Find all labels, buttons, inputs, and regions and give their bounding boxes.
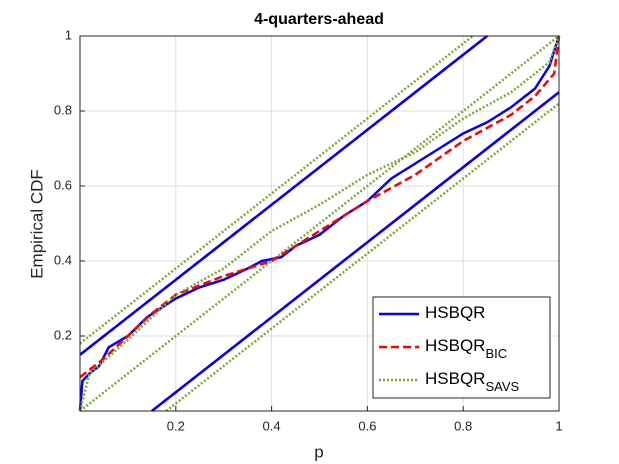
chart-title: 4-quarters-ahead xyxy=(254,11,384,28)
legend-label: HSBQRBIC xyxy=(425,336,507,361)
legend-label: HSBQRSAVS xyxy=(425,369,520,394)
y-axis-label: Empirical CDF xyxy=(27,169,46,279)
legend-label: HSBQR xyxy=(425,303,485,322)
y-tick-label: 0.6 xyxy=(54,177,72,192)
confidence-band xyxy=(79,35,488,356)
axes-box xyxy=(79,35,560,412)
confidence-band xyxy=(79,35,474,345)
legend-subscript: SAVS xyxy=(485,379,519,394)
x-tick-label: 0.2 xyxy=(167,418,185,433)
x-tick-label: 0.8 xyxy=(454,418,472,433)
y-tick-label: 0.8 xyxy=(54,102,72,117)
series-line xyxy=(79,35,561,379)
y-tick-label: 0.4 xyxy=(54,252,72,267)
y-tick-label: 1 xyxy=(65,27,72,42)
reference-line xyxy=(79,35,560,412)
legend-name: HSBQR xyxy=(425,303,485,322)
x-axis-label: p xyxy=(314,442,323,461)
x-tick-label: 0.6 xyxy=(358,418,376,433)
x-tick-label: 1 xyxy=(555,418,562,433)
y-tick-label: 0.2 xyxy=(54,327,72,342)
series-line xyxy=(78,35,561,412)
x-tick-label: 0.4 xyxy=(263,418,281,433)
legend-name: HSBQR xyxy=(425,369,485,388)
confidence-band xyxy=(151,91,560,412)
confidence-band xyxy=(165,102,560,412)
legend-name: HSBQR xyxy=(425,336,485,355)
legend-subscript: BIC xyxy=(485,346,507,361)
